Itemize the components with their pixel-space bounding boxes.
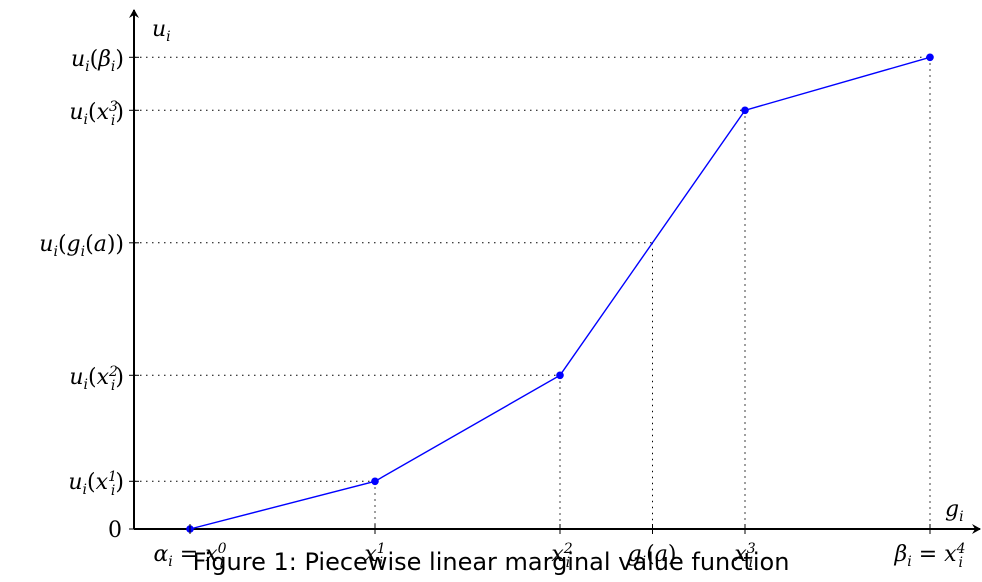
data-point-3 xyxy=(741,106,749,115)
y-tick-label-ga: ui(gi(a)) xyxy=(39,232,124,260)
x-tick-label-beta: βi = x4 i xyxy=(894,541,966,571)
x-axis-label: gi xyxy=(945,497,964,525)
data-point-4 xyxy=(926,53,934,62)
y-tick-label-0: 0 xyxy=(108,518,122,543)
data-point-1 xyxy=(371,477,379,486)
tick-group xyxy=(129,56,931,534)
x-tick-label-alpha: αi = x0 i xyxy=(153,541,226,571)
y-axis-label: ui xyxy=(152,17,171,45)
y-tick-label-x1: ui(x1 i) xyxy=(68,469,124,499)
tick-labels: 0 ui(x1 i) ui(x2 i) ui(gi(a)) ui(x3 i) ui(β… xyxy=(39,17,965,571)
y-tick-label-beta: ui(βi) xyxy=(71,47,124,75)
figure-caption: Figure 1: Piecewise linear marginal valu… xyxy=(192,548,790,576)
y-tick-label-x3: ui(x3 i) xyxy=(69,99,124,129)
series-line xyxy=(189,56,931,530)
guide-lines xyxy=(134,56,931,529)
y-tick-label-x2: ui(x2 i) xyxy=(69,364,124,394)
x-tick-label-x3: x3 i xyxy=(734,541,755,571)
x-tick-label-x1: x1 i xyxy=(364,541,385,571)
x-tick-label-ga: gi(a) xyxy=(628,542,677,570)
data-point-2 xyxy=(556,371,564,380)
series-group xyxy=(186,53,934,533)
x-tick-label-x2: x2 i xyxy=(551,541,572,571)
